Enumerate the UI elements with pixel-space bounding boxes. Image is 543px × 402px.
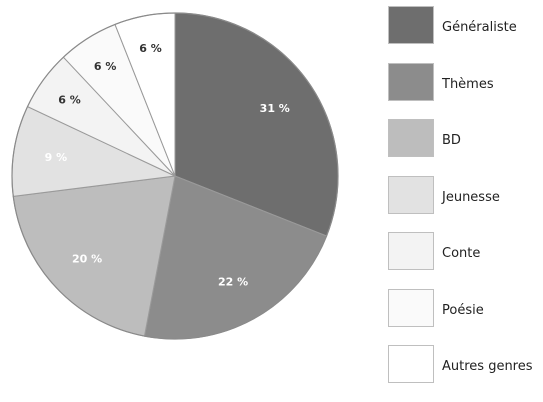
- pie-slice-labels: 31 % 22 % 20 % 9 % 6 % 6 % 6 %: [45, 42, 290, 289]
- pie-outline: [11, 12, 339, 340]
- legend-label: Poésie: [442, 302, 484, 318]
- legend-item: Conte: [388, 232, 543, 289]
- slice-value-label: 6 %: [94, 60, 117, 73]
- slice-value-label: 6 %: [58, 93, 81, 106]
- slice-value-label: 22 %: [218, 276, 248, 289]
- legend-swatch: [388, 6, 434, 44]
- pie-slices: [11, 12, 339, 340]
- legend-swatch: [388, 232, 434, 270]
- slice-value-label: 9 %: [45, 151, 68, 164]
- legend-label: Conte: [442, 246, 481, 261]
- legend-swatch: [388, 288, 434, 327]
- chart-legend: Généraliste Thèmes BD Jeunesse Conte Poésie Au…: [388, 6, 543, 402]
- legend-label: Autres genres: [442, 359, 533, 374]
- legend-item: Autres genres: [388, 345, 543, 402]
- legend-label: Généraliste: [442, 20, 517, 35]
- legend-label: Thèmes: [442, 76, 494, 92]
- legend-item: Poésie: [388, 288, 543, 346]
- legend-swatch: [388, 62, 434, 101]
- legend-label: BD: [442, 133, 461, 148]
- pie-chart: 31 % 22 % 20 % 9 % 6 % 6 % 6 %: [11, 12, 339, 340]
- legend-item: BD: [388, 119, 543, 176]
- legend-swatch: [388, 345, 434, 383]
- legend-swatch: [388, 119, 434, 157]
- legend-swatch: [388, 175, 434, 214]
- legend-item: Jeunesse: [388, 175, 543, 233]
- slice-value-label: 31 %: [260, 102, 290, 115]
- slice-value-label: 20 %: [72, 253, 102, 266]
- legend-label: Jeunesse: [442, 189, 500, 205]
- legend-item: Généraliste: [388, 6, 543, 63]
- legend-item: Thèmes: [388, 62, 543, 120]
- slice-value-label: 6 %: [139, 42, 162, 55]
